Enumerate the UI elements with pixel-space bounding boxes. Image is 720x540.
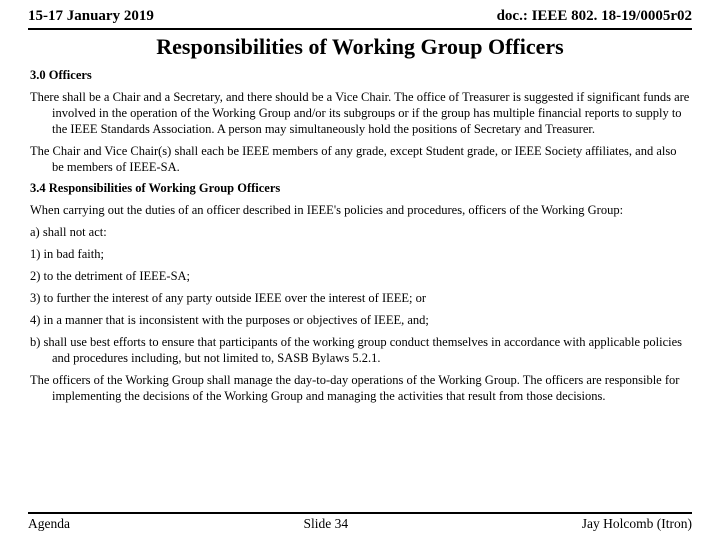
para-duties-intro: When carrying out the duties of an offic…: [30, 202, 690, 218]
para-manage-ops: The officers of the Working Group shall …: [30, 372, 690, 404]
para-a-shall-not: a) shall not act:: [30, 224, 690, 240]
para-a1: 1) in bad faith;: [30, 246, 690, 262]
para-a4: 4) in a manner that is inconsistent with…: [30, 312, 690, 328]
para-membership-req: The Chair and Vice Chair(s) shall each b…: [30, 143, 690, 175]
header-row: 15-17 January 2019 doc.: IEEE 802. 18-19…: [28, 8, 692, 30]
section-3-4-heading: 3.4 Responsibilities of Working Group Of…: [30, 181, 690, 196]
footer-row: Agenda Slide 34 Jay Holcomb (Itron): [28, 512, 692, 532]
para-a3: 3) to further the interest of any party …: [30, 290, 690, 306]
header-doc: doc.: IEEE 802. 18-19/0005r02: [497, 8, 692, 25]
para-a2: 2) to the detriment of IEEE-SA;: [30, 268, 690, 284]
para-officers-composition: There shall be a Chair and a Secretary, …: [30, 89, 690, 137]
body-content: 3.0 Officers There shall be a Chair and …: [28, 68, 692, 404]
page-title: Responsibilities of Working Group Office…: [28, 34, 692, 60]
footer-slide-number: Slide 34: [304, 516, 349, 532]
header-date: 15-17 January 2019: [28, 8, 154, 25]
section-3-0-heading: 3.0 Officers: [30, 68, 690, 83]
para-b: b) shall use best efforts to ensure that…: [30, 334, 690, 366]
footer-author: Jay Holcomb (Itron): [582, 516, 692, 532]
footer-left: Agenda: [28, 516, 70, 532]
